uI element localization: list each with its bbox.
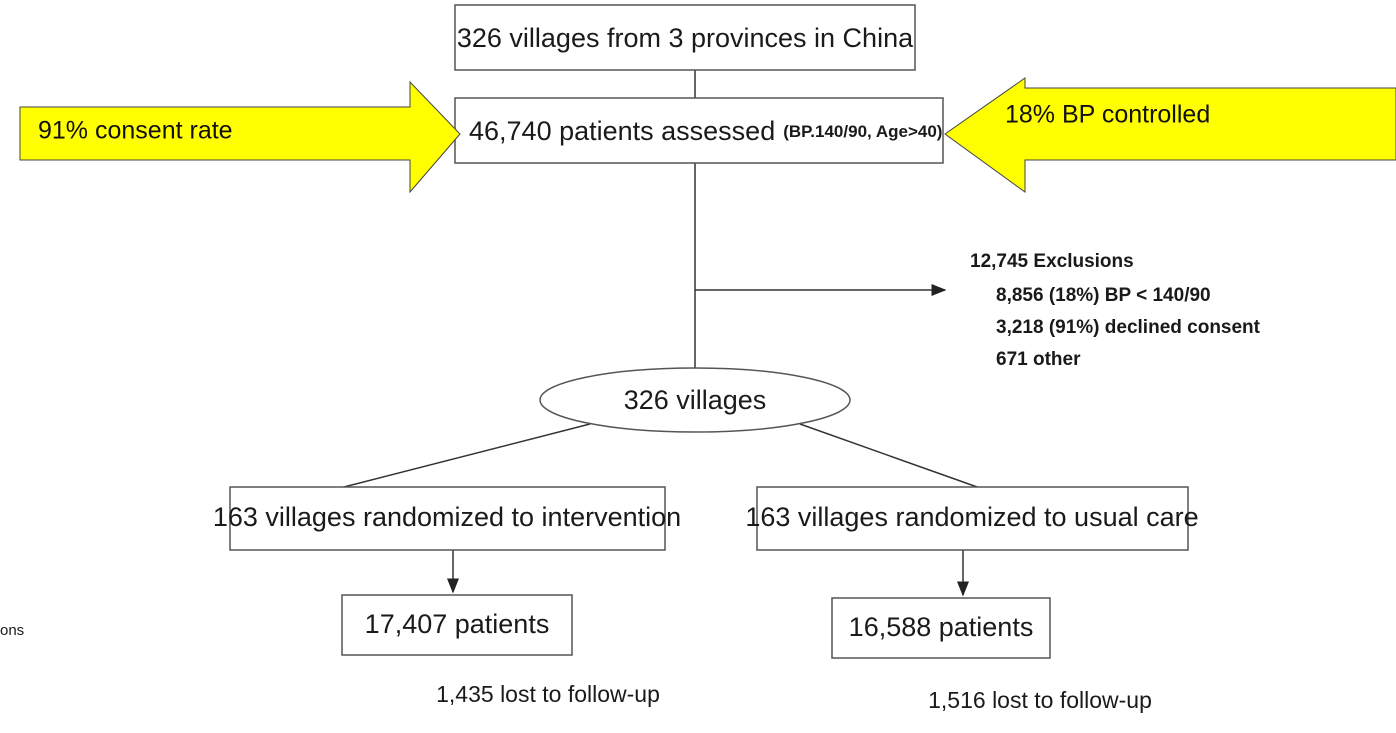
node-label: 1,435 lost to follow-up bbox=[436, 681, 660, 707]
callout-arrow bbox=[19, 80, 461, 194]
node-label: 326 villages from 3 provinces in China bbox=[457, 23, 914, 53]
node-label: 46,740 patients assessed (BP.140/90, Age>… bbox=[469, 116, 942, 146]
box bbox=[341, 594, 573, 656]
box bbox=[229, 486, 666, 551]
box bbox=[831, 597, 1051, 659]
box bbox=[756, 486, 1189, 551]
connector bbox=[339, 423, 591, 489]
node-label: 163 villages randomized to usual care bbox=[745, 502, 1198, 532]
callout-arrow bbox=[944, 77, 1396, 193]
node-label: 163 villages randomized to intervention bbox=[213, 502, 681, 532]
connector bbox=[799, 423, 981, 489]
ellipse bbox=[539, 367, 851, 433]
callout-label: 91% consent rate bbox=[38, 117, 233, 145]
exclusion-item: 3,218 (91%) declined consent bbox=[996, 317, 1261, 338]
callout-label: 18% BP controlled bbox=[1005, 101, 1210, 129]
exclusion-item: 671 other bbox=[996, 349, 1081, 370]
exclusion-item: 8,856 (18%) BP < 140/90 bbox=[996, 285, 1211, 306]
node-note: (BP.140/90, Age>40) bbox=[783, 122, 942, 141]
node-label: 46,740 patients assessed bbox=[469, 116, 775, 146]
node-label: 17,407 patients bbox=[365, 609, 550, 639]
node-label: 16,588 patients bbox=[849, 612, 1034, 642]
exclusions-title: 12,745 Exclusions bbox=[970, 251, 1134, 272]
node-label: 1,516 lost to follow-up bbox=[928, 687, 1152, 713]
box bbox=[454, 4, 916, 71]
node-label: 326 villages bbox=[624, 385, 767, 415]
side-fragment: ons bbox=[0, 622, 24, 639]
